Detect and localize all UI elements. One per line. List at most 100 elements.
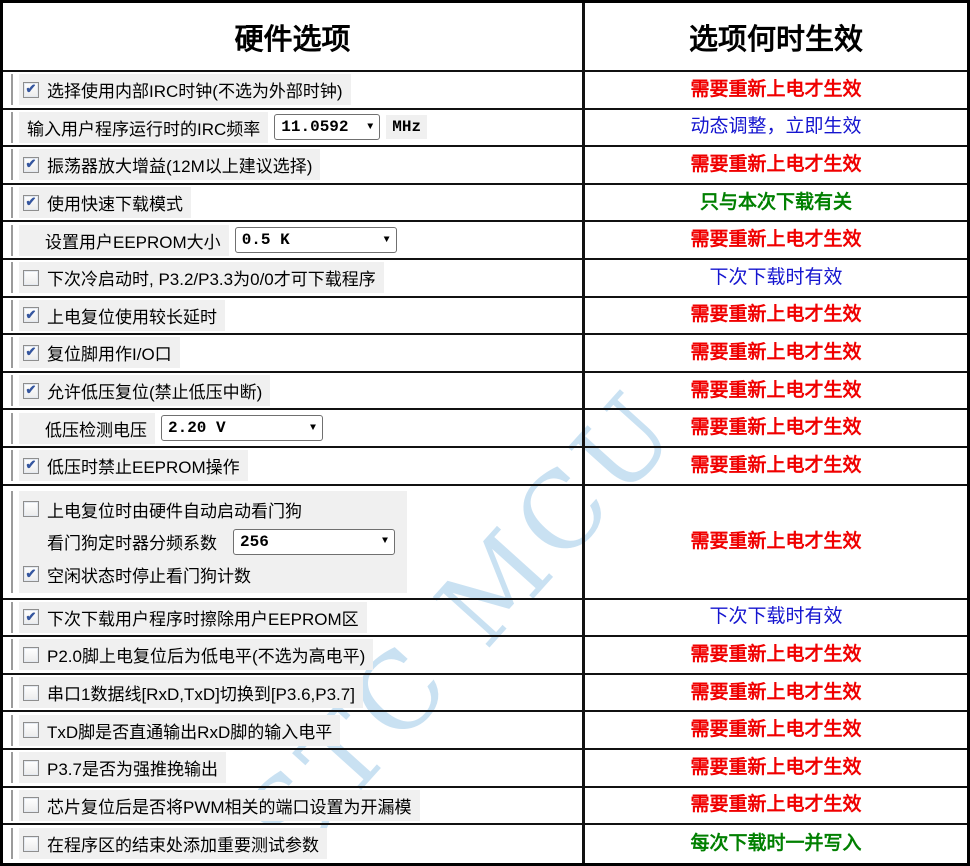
checkbox[interactable]: ✔	[23, 81, 39, 98]
hardware-option-cell: 低压检测电压 2.20 V ▼	[3, 410, 585, 446]
hardware-option-cell: ✔ 低压时禁止EEPROM操作	[3, 447, 585, 484]
option-label: 低压时禁止EEPROM操作	[47, 458, 240, 478]
combo-value: 2.20 V	[168, 419, 226, 438]
option-chip: ✔ 允许低压复位(禁止低压中断)	[19, 375, 271, 407]
checkbox[interactable]: ✔	[23, 608, 39, 626]
checkbox[interactable]: ✔	[23, 457, 39, 474]
option-chip: ✔ 选择使用内部IRC时钟(不选为外部时钟)	[19, 74, 351, 106]
checkbox[interactable]: ✔	[23, 344, 39, 361]
option-label: P3.7是否为强推挽输出	[47, 760, 218, 780]
option-row: 低压检测电压 2.20 V ▼ 需要重新上电才生效	[3, 410, 967, 448]
row-fragment: 设置用户EEPROM大小 0.5 K ▼	[11, 224, 578, 256]
checkbox[interactable]	[23, 646, 39, 663]
hardware-option-cell: 设置用户EEPROM大小 0.5 K ▼	[3, 222, 585, 258]
check-icon: ✔	[25, 194, 37, 210]
option-row: P2.0脚上电复位后为低电平(不选为高电平) 需要重新上电才生效	[3, 637, 967, 675]
option-row: ✔ 使用快速下载模式 只与本次下载有关	[3, 184, 967, 223]
option-label: 设置用户EEPROM大小	[45, 232, 221, 252]
effect-cell: 需要重新上电才生效	[690, 454, 862, 476]
checkbox[interactable]	[23, 759, 39, 776]
hardware-option-cell: ✔ 选择使用内部IRC时钟(不选为外部时钟)	[3, 72, 585, 108]
option-label: 下次冷启动时, P3.2/P3.3为0/0才可下载程序	[47, 270, 376, 290]
chevron-down-icon: ▼	[381, 536, 388, 548]
option-chip: 输入用户程序运行时的IRC频率	[19, 111, 269, 143]
option-label: 低压检测电压	[45, 420, 147, 440]
option-row: TxD脚是否直通输出RxD脚的输入电平 需要重新上电才生效	[3, 712, 967, 750]
combobox[interactable]: 0.5 K ▼	[234, 227, 397, 254]
checkbox[interactable]	[23, 722, 39, 739]
checkbox[interactable]: ✔	[23, 307, 39, 324]
option-chip: ✔ 低压时禁止EEPROM操作	[19, 450, 248, 482]
option-label: 允许低压复位(禁止低压中断)	[47, 383, 263, 403]
option-row: ✔ 选择使用内部IRC时钟(不选为外部时钟) 需要重新上电才生效	[3, 72, 967, 110]
effect-cell: 需要重新上电才生效	[690, 379, 862, 401]
options-grid: 硬件选项 选项何时生效 ✔ 选择使用内部IRC时钟(不选为外部时钟) 需要重新上电才…	[3, 3, 967, 863]
option-row: ✔ 下次下载用户程序时擦除用户EEPROM区 下次下载时有效	[3, 599, 967, 638]
combo-value: 0.5 K	[241, 231, 290, 250]
option-label: 复位脚用作I/O口	[47, 345, 172, 365]
checkbox[interactable]: ✔	[23, 194, 39, 211]
option-row: 下次冷启动时, P3.2/P3.3为0/0才可下载程序 下次下载时有效	[3, 259, 967, 298]
checkbox[interactable]	[23, 684, 39, 701]
option-row: ✔ 复位脚用作I/O口 需要重新上电才生效	[3, 335, 967, 373]
effect-cell: 每次下载时一并写入	[690, 832, 862, 854]
option-rows: ✔ 选择使用内部IRC时钟(不选为外部时钟) 需要重新上电才生效 输入用户程序运行时的…	[3, 72, 967, 863]
hardware-option-cell: ✔ 使用快速下载模式	[3, 184, 585, 221]
option-label: 选择使用内部IRC时钟(不选为外部时钟)	[47, 82, 343, 102]
hardware-option-cell: ✔ 下次下载用户程序时擦除用户EEPROM区	[3, 599, 585, 636]
table-header: 硬件选项 选项何时生效	[3, 3, 967, 72]
hardware-option-cell: ✔ 上电复位使用较长延时	[3, 297, 585, 334]
option-row: ✔ 允许低压复位(禁止低压中断) 需要重新上电才生效	[3, 372, 967, 411]
option-label: 看门狗定时器分频系数	[47, 534, 217, 554]
option-chip: P2.0脚上电复位后为低电平(不选为高电平)	[19, 639, 374, 671]
checkbox[interactable]: ✔	[23, 156, 39, 173]
checkbox[interactable]	[23, 797, 39, 814]
option-label: 下次下载用户程序时擦除用户EEPROM区	[47, 609, 359, 629]
check-icon: ✔	[25, 565, 37, 581]
chevron-down-icon: ▼	[383, 234, 390, 246]
option-row: 输入用户程序运行时的IRC频率 11.0592 ▼ MHz 动态调整，立即生效	[3, 109, 967, 148]
combobox[interactable]: 256 ▼	[233, 528, 395, 555]
option-chip: 低压检测电压	[19, 412, 155, 444]
option-label: 振荡器放大增益(12M以上建议选择)	[47, 157, 313, 177]
effect-cell: 需要重新上电才生效	[690, 78, 862, 100]
row-fragment: 下次冷启动时, P3.2/P3.3为0/0才可下载程序	[11, 262, 578, 294]
hardware-option-cell: P2.0脚上电复位后为低电平(不选为高电平)	[3, 637, 585, 673]
combobox[interactable]: 2.20 V ▼	[161, 415, 323, 442]
group-line: 上电复位时由硬件自动启动看门狗	[23, 497, 395, 522]
option-row: P3.7是否为强推挽输出 需要重新上电才生效	[3, 749, 967, 788]
chevron-down-icon: ▼	[309, 422, 316, 434]
header-hardware-options: 硬件选项	[3, 3, 585, 70]
row-fragment: P2.0脚上电复位后为低电平(不选为高电平)	[11, 639, 578, 671]
option-row: ✔ 振荡器放大增益(12M以上建议选择) 需要重新上电才生效	[3, 147, 967, 185]
row-fragment: 低压检测电压 2.20 V ▼	[11, 412, 578, 444]
row-fragment: P3.7是否为强推挽输出	[11, 752, 578, 784]
checkbox[interactable]: ✔	[23, 565, 39, 583]
combobox[interactable]: 11.0592 ▼	[274, 114, 381, 141]
row-fragment: ✔ 下次下载用户程序时擦除用户EEPROM区	[11, 601, 578, 633]
option-chip: ✔ 复位脚用作I/O口	[19, 337, 180, 369]
check-icon: ✔	[25, 608, 37, 624]
hardware-option-cell: 串口1数据线[RxD,TxD]切换到[P3.6,P3.7]	[3, 674, 585, 711]
option-label: TxD脚是否直通输出RxD脚的输入电平	[47, 722, 333, 742]
option-label: 在程序区的结束处添加重要测试参数	[47, 836, 319, 856]
option-chip: 设置用户EEPROM大小	[19, 224, 229, 256]
option-chip: ✔ 振荡器放大增益(12M以上建议选择)	[19, 149, 321, 181]
check-icon: ✔	[25, 156, 37, 172]
hardware-option-cell: P3.7是否为强推挽输出	[3, 749, 585, 786]
chevron-down-icon: ▼	[367, 121, 374, 133]
row-fragment: 芯片复位后是否将PWM相关的端口设置为开漏模	[11, 789, 578, 821]
checkbox[interactable]: ✔	[23, 382, 39, 399]
option-chip: 在程序区的结束处添加重要测试参数	[19, 828, 327, 860]
option-label: 芯片复位后是否将PWM相关的端口设置为开漏模	[47, 797, 412, 817]
hardware-option-cell: ✔ 允许低压复位(禁止低压中断)	[3, 372, 585, 409]
checkbox[interactable]	[23, 269, 39, 286]
option-chip: 串口1数据线[RxD,TxD]切换到[P3.6,P3.7]	[19, 677, 363, 709]
row-fragment: ✔ 振荡器放大增益(12M以上建议选择)	[11, 149, 578, 181]
checkbox[interactable]	[23, 501, 39, 518]
checkbox[interactable]	[23, 835, 39, 852]
hardware-option-cell: 下次冷启动时, P3.2/P3.3为0/0才可下载程序	[3, 259, 585, 296]
row-fragment: 在程序区的结束处添加重要测试参数	[11, 828, 578, 860]
option-label: 上电复位使用较长延时	[47, 307, 217, 327]
